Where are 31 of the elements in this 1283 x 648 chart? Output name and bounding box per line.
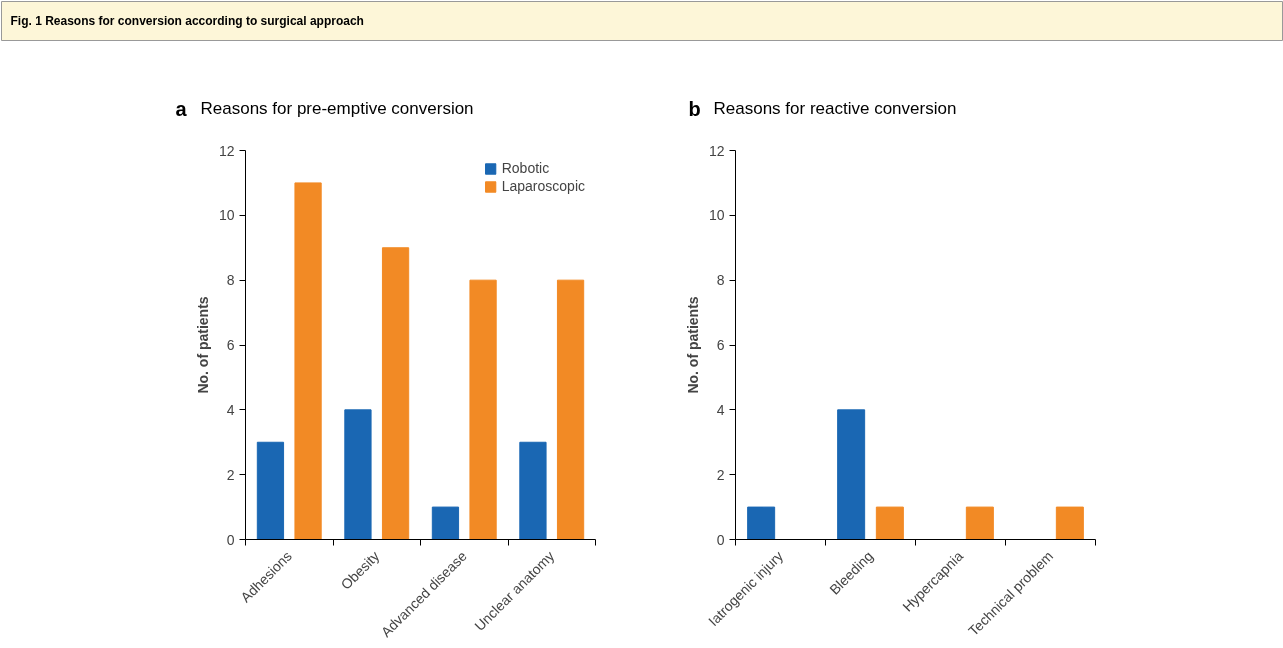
y-tick-label: 12 <box>708 142 725 159</box>
y-tick-label: 10 <box>708 207 725 224</box>
text: a <box>175 97 188 120</box>
y-tick-label: 6 <box>226 337 235 353</box>
y-tick-label: 0 <box>716 531 725 548</box>
y-tick-label: 2 <box>226 466 235 483</box>
bar <box>256 441 285 540</box>
chart-title: Reasons for reactive conversion <box>713 99 957 118</box>
y-axis-title: No. of patients <box>194 296 211 394</box>
caption: Fig. 1 Reasons for conversion according to surgical approach <box>10 13 364 28</box>
y-tick-label: 10 <box>218 207 235 224</box>
y-tick-label: 6 <box>716 337 725 353</box>
y-tick-label: 4 <box>226 401 235 418</box>
y-tick-label: 2 <box>716 466 725 483</box>
bar <box>519 441 547 540</box>
y-tick-label: 12 <box>218 142 235 159</box>
legend-label: Laparoscopic <box>501 178 585 194</box>
y-axis-title: No. of patients <box>684 296 701 394</box>
y-tick-label: 8 <box>226 272 235 289</box>
y-tick-label: 8 <box>716 272 725 289</box>
bar <box>469 279 497 540</box>
text: b <box>688 97 701 120</box>
bar <box>556 279 585 540</box>
y-tick-label: 4 <box>716 401 725 418</box>
bar <box>381 247 410 540</box>
bar <box>294 182 322 540</box>
y-tick-label: 0 <box>226 531 235 548</box>
legend-label: Robotic <box>501 160 550 176</box>
bar <box>344 409 372 540</box>
bar <box>431 506 460 540</box>
chart-title: Reasons for pre-emptive conversion <box>200 99 474 118</box>
